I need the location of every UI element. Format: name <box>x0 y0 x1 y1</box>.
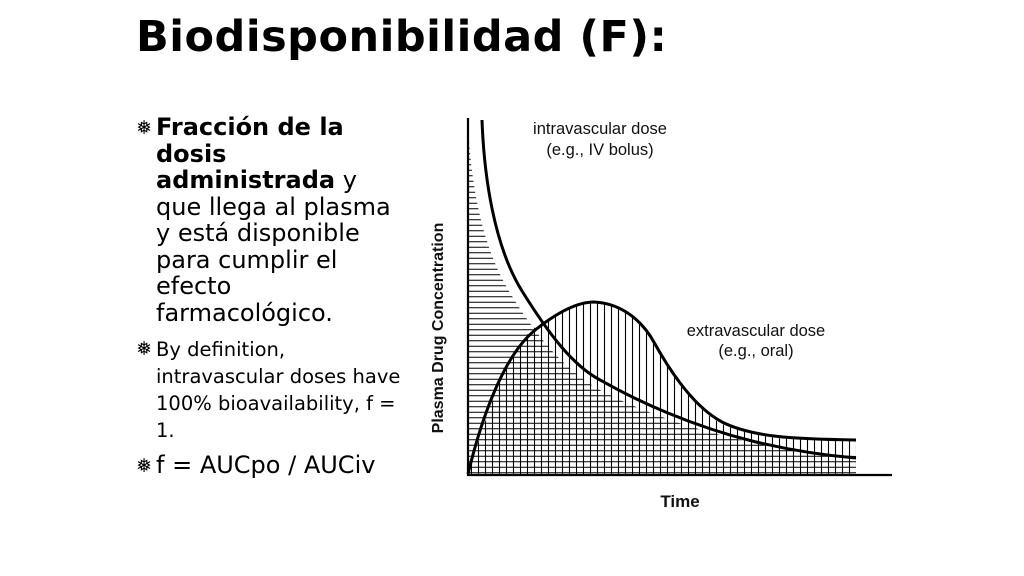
bullet-item-intravascular: ❅ By definition, intravascular doses hav… <box>136 336 406 444</box>
concentration-time-figure: Plasma Drug Concentration Time intravasc… <box>412 96 912 526</box>
iv-curve <box>480 119 857 460</box>
snowflake-bullet-icon: ❅ <box>136 117 152 139</box>
iv-label-line2: (e.g., IV bolus) <box>546 141 653 159</box>
slide-title: Biodisponibilidad (F): <box>136 12 668 62</box>
bullet-normal-text: y que llega al plasma y está disponible … <box>156 166 391 327</box>
snowflake-bullet-icon: ❅ <box>136 338 152 360</box>
bullet-text: f = AUCpo / AUCiv <box>156 451 376 479</box>
oral-curve <box>466 300 857 475</box>
bullet-text: By definition, intravascular doses have … <box>156 338 401 442</box>
bullet-bold-text: Fracción de la dosis administrada <box>156 113 344 194</box>
oral-area-hatching <box>468 301 856 474</box>
bullet-item-definition: ❅ Fracción de la dosis administrada y qu… <box>136 114 406 326</box>
x-axis-label: Time <box>660 492 699 511</box>
bullet-list: ❅ Fracción de la dosis administrada y qu… <box>136 114 406 479</box>
iv-label-line1: intravascular dose <box>533 120 667 138</box>
oral-label-line2: (e.g., oral) <box>718 342 793 360</box>
y-axis-label: Plasma Drug Concentration <box>430 223 447 434</box>
bullet-item-formula: ❅ f = AUCpo / AUCiv <box>136 452 406 479</box>
oral-label-line1: extravascular dose <box>687 322 826 340</box>
snowflake-bullet-icon: ❅ <box>136 455 152 477</box>
